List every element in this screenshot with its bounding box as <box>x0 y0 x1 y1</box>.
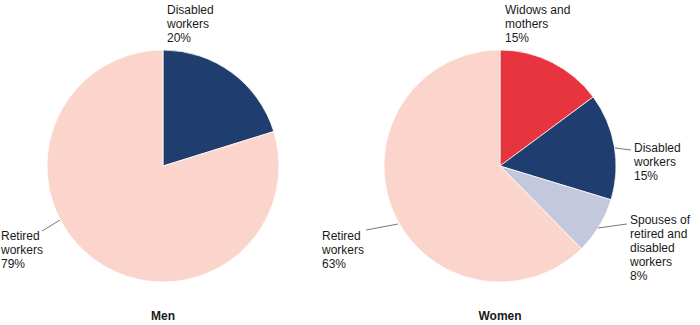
pie-slice <box>384 50 581 282</box>
value-label: 63% <box>322 257 346 271</box>
value-label: 79% <box>1 257 25 271</box>
value-label: 15% <box>505 31 529 45</box>
leader-line <box>366 224 398 230</box>
slice-label: Retiredworkers <box>0 229 43 257</box>
leader-line <box>615 148 631 150</box>
value-label: 20% <box>167 31 191 45</box>
leader-line <box>42 220 60 231</box>
pie-chart: Disabledworkers20% Retiredworkers79% Men <box>0 3 279 323</box>
slice-label: Disabledworkers <box>166 3 214 31</box>
pie-slice <box>47 50 279 282</box>
slice-label: Spouses ofretired anddisabledworkers <box>629 213 691 269</box>
slice-label: Widows andmothers <box>505 3 570 31</box>
value-label: 15% <box>634 169 658 183</box>
slice-label: Disabledworkers <box>633 141 681 169</box>
value-label: 8% <box>630 269 648 283</box>
pie-chart: Widows andmothers15%Disabledworkers15%Sp… <box>321 3 691 323</box>
chart-title: Men <box>151 309 175 323</box>
chart-canvas: Disabledworkers20%Retiredworkers79%MenWi… <box>0 0 700 325</box>
chart-title: Women <box>478 309 521 323</box>
slice-label: Retiredworkers <box>321 229 364 257</box>
leader-line <box>598 224 627 228</box>
